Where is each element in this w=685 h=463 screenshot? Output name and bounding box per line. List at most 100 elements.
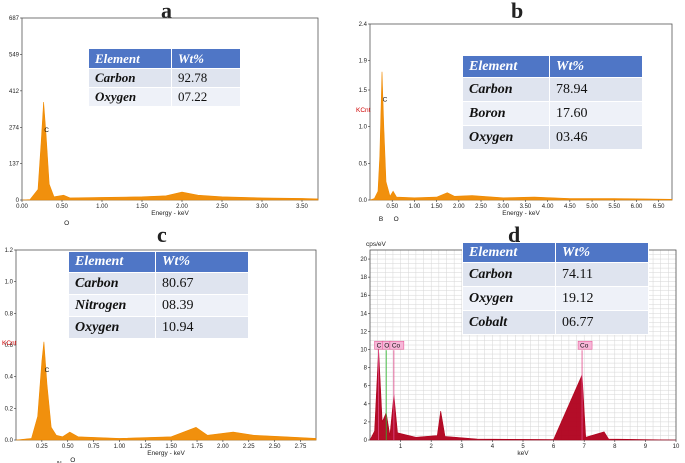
y-tick-label: 14: [360, 311, 367, 317]
x-axis-label: Energy - keV: [151, 210, 189, 217]
table-cell-element: Oxygen: [462, 125, 550, 150]
y-tick-label: 137: [9, 162, 20, 168]
x-tick-label: 2.00: [453, 204, 465, 210]
x-tick-label: 3: [460, 444, 464, 450]
table-cell-wt: 08.39: [155, 294, 249, 317]
y-tick-label: 0.8: [5, 311, 14, 317]
table-cell-wt: 19.12: [555, 286, 649, 311]
table-header-element: Element: [462, 242, 556, 263]
table-header-wt: Wt%: [555, 242, 649, 263]
x-tick-label: 1: [399, 444, 403, 450]
table-cell-wt: 07.22: [171, 87, 241, 107]
y-tick-label: 0.5: [359, 161, 368, 167]
y-tick-label: 18: [360, 275, 367, 281]
x-tick-label: 2.75: [295, 444, 307, 450]
peak-label: O: [394, 216, 399, 223]
table-cell-wt: 92.78: [171, 68, 241, 88]
x-tick-label: 1.00: [96, 204, 108, 210]
table-cell-wt: 78.94: [549, 77, 643, 102]
y-tick-label: 10: [360, 348, 367, 354]
spectrum-series: [369, 349, 677, 441]
y-tick-label: 0: [16, 198, 20, 204]
x-tick-label: 3.50: [520, 204, 532, 210]
peak-label: B: [379, 216, 383, 223]
composition-table-d: Element Wt% Carbon 74.11 Oxygen 19.12 Cobal…: [462, 242, 649, 335]
x-tick-label: 4: [491, 444, 495, 450]
y-tick-label: 1.0: [359, 125, 368, 131]
composition-table-a: Element Wt% Carbon 92.78 Oxygen 07.22: [88, 48, 241, 107]
x-tick-label: 2.50: [475, 204, 487, 210]
eds-spectrum-b: B C O 0.50 1.00 1.50 2.00 2.50 3.00 3.50 4.00 4.50 5…: [354, 20, 684, 223]
y-tick-label: 0.4: [5, 375, 14, 381]
y-tick-label: 0.6: [5, 343, 14, 349]
y-tick-label: 4: [364, 402, 368, 408]
x-tick-label: 6.50: [653, 204, 665, 210]
x-tick-label: 0.50: [386, 204, 398, 210]
table-cell-element: Oxygen: [68, 316, 156, 339]
x-tick-label: 6: [552, 444, 556, 450]
x-tick-label: 1.00: [409, 204, 421, 210]
x-tick-label: 3.50: [296, 204, 308, 210]
x-tick-label: 0.50: [56, 204, 68, 210]
x-tick-label: 1.00: [114, 444, 126, 450]
y-tick-label: 8: [364, 366, 368, 372]
composition-table-b: Element Wt% Carbon 78.94 Boron 17.60 Oxygen…: [462, 55, 643, 150]
eds-spectrum-a: C O 0.00 0.50 1.00 1.50 2.00 2.50 3.00 3.50 0 137 27…: [0, 14, 328, 227]
table-cell-wt: 17.60: [549, 101, 643, 126]
table-cell-element: Carbon: [462, 262, 556, 287]
table-cell-wt: 74.11: [555, 262, 649, 287]
x-tick-label: 3.00: [497, 204, 509, 210]
x-tick-label: 4.50: [564, 204, 576, 210]
y-tick-label: 6: [364, 384, 368, 390]
y-tick-label: 20: [360, 257, 367, 263]
x-tick-label: 2.25: [243, 444, 255, 450]
y-tick-label: 0.0: [359, 198, 368, 204]
x-tick-label: 1.50: [136, 204, 148, 210]
y-tick-label: 1.9: [359, 59, 368, 65]
table-header-wt: Wt%: [171, 48, 241, 69]
x-tick-label: 2: [430, 444, 434, 450]
x-axis-label: Energy - keV: [147, 450, 185, 457]
peak-label-box: [577, 340, 593, 350]
table-cell-element: Boron: [462, 101, 550, 126]
spectrum-a-plot: C O 0.00 0.50 1.00 1.50 2.00 2.50 3.00 3.50 0 137 27…: [9, 16, 319, 227]
table-cell-wt: 10.94: [155, 316, 249, 339]
x-tick-label: 9: [644, 444, 648, 450]
peak-label: Co: [580, 343, 589, 350]
spectrum-b-plot: B C O 0.50 1.00 1.50 2.00 2.50 3.00 3.50 4.00 4.50 5…: [356, 22, 673, 223]
spectrum-series: [15, 341, 317, 441]
x-tick-label: 5.00: [586, 204, 598, 210]
x-tick-label: 0.25: [36, 444, 48, 450]
x-tick-label: 7: [583, 444, 587, 450]
x-tick-label: 2.50: [216, 204, 228, 210]
eds-spectrum-c: C N O 0.25 0.50 0.75 1.00 1.25 1.50 1.75 2.00 2.25 2…: [0, 244, 324, 463]
y-tick-label: 412: [9, 89, 20, 95]
y-tick-label: 1.0: [5, 280, 14, 286]
x-tick-label: 2.50: [269, 444, 281, 450]
table-cell-element: Nitrogen: [68, 294, 156, 317]
x-tick-label: 2.00: [217, 444, 229, 450]
y-tick-label: 1.2: [5, 248, 14, 254]
table-cell-element: Carbon: [462, 77, 550, 102]
panel-b-label: b: [511, 0, 524, 23]
y-tick-label: 1.5: [359, 88, 368, 94]
table-cell-element: Oxygen: [462, 286, 556, 311]
y-axis-label: KCnt: [356, 107, 371, 114]
x-tick-label: 0.50: [62, 444, 74, 450]
peak-label-box: [389, 340, 405, 350]
peak-label: C: [45, 367, 50, 374]
table-cell-element: Cobalt: [462, 310, 556, 335]
table-cell-element: Carbon: [68, 272, 156, 295]
x-tick-label: 2.00: [176, 204, 188, 210]
spectrum-c-plot: C N O 0.25 0.50 0.75 1.00 1.25 1.50 1.75 2.00 2.25 2…: [2, 248, 317, 463]
y-axis-label: KCnt: [2, 340, 17, 347]
y-tick-label: 16: [360, 293, 367, 299]
peak-label: C: [44, 127, 49, 134]
peak-label: O: [384, 343, 389, 350]
x-tick-label: 5.50: [608, 204, 620, 210]
x-tick-label: 3.00: [256, 204, 268, 210]
table-header-wt: Wt%: [549, 55, 643, 78]
y-tick-label: 274: [9, 125, 20, 131]
peak-label: C: [377, 343, 382, 350]
table-cell-element: Carbon: [88, 68, 172, 88]
